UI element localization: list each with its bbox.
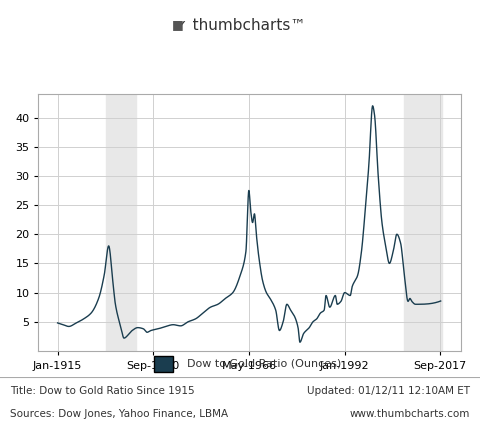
Text: Sources: Dow Jones, Yahoo Finance, LBMA: Sources: Dow Jones, Yahoo Finance, LBMA — [10, 409, 228, 419]
Text: www.thumbcharts.com: www.thumbcharts.com — [350, 409, 470, 419]
Text: Dow to Gold Ratio (Ounces): Dow to Gold Ratio (Ounces) — [187, 359, 341, 369]
Text: ✓: ✓ — [178, 359, 186, 369]
FancyBboxPatch shape — [154, 356, 173, 372]
Text: Updated: 01/12/11 12:10AM ET: Updated: 01/12/11 12:10AM ET — [307, 386, 470, 396]
Text: ✓ thumbcharts™: ✓ thumbcharts™ — [175, 18, 305, 33]
Text: ■: ■ — [172, 18, 183, 32]
Bar — [404, 94, 442, 351]
Bar — [106, 94, 136, 351]
Text: Title: Dow to Gold Ratio Since 1915: Title: Dow to Gold Ratio Since 1915 — [10, 386, 194, 396]
